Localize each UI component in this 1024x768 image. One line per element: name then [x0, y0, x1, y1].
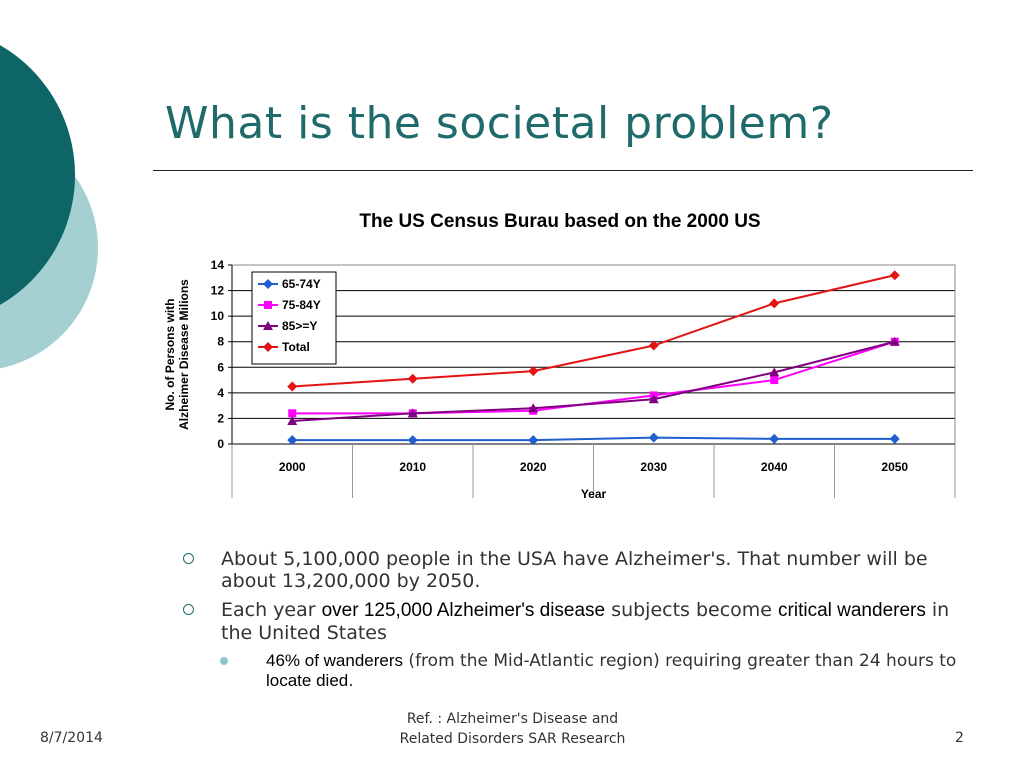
- legend-item: 65-74Y: [258, 277, 321, 291]
- legend-marker: [264, 301, 272, 309]
- filled-circle-bullet-icon: [220, 657, 228, 665]
- series-75-84y: [288, 337, 899, 418]
- bullet-text: in the United States: [221, 599, 950, 644]
- bullet-list: About 5,100,000 people in the USA have A…: [183, 548, 963, 698]
- page-number: 2: [955, 730, 964, 746]
- data-point: [288, 409, 297, 418]
- bullet-item: Each year over 125,000 Alzheimer's disea…: [183, 599, 963, 644]
- footer-reference: Ref. : Alzheimer's Disease and Related D…: [330, 709, 695, 749]
- bullet-text: (from the Mid-Atlantic region) requiring…: [403, 651, 957, 671]
- decorative-circles: [0, 45, 98, 369]
- series-line: [292, 340, 896, 415]
- data-point: [407, 373, 418, 384]
- y-tick-label: 2: [217, 411, 224, 425]
- legend-marker: [263, 279, 273, 289]
- legend-marker: [263, 342, 273, 352]
- y-tick-label: 14: [211, 258, 225, 272]
- series-line: [292, 340, 895, 422]
- y-tick-label: 12: [211, 284, 225, 298]
- y-tick-label: 10: [211, 309, 225, 323]
- bullet-text: subjects become: [605, 599, 779, 621]
- hollow-circle-bullet-icon: [183, 553, 194, 564]
- dark-teal-circle: [0, 45, 75, 305]
- bullet-text: .: [348, 671, 354, 691]
- series-line: [292, 274, 895, 388]
- legend-label: Total: [282, 340, 310, 354]
- x-tick-label: 2040: [761, 460, 788, 474]
- legend-marker: [263, 321, 273, 330]
- y-tick-label: 4: [217, 386, 224, 400]
- footer-date: 8/7/2014: [40, 730, 103, 746]
- x-axis-label: Year: [581, 487, 607, 501]
- data-point: [407, 435, 418, 446]
- series-line: [292, 436, 895, 442]
- data-point: [528, 435, 539, 446]
- y-tick-label: 6: [217, 360, 224, 374]
- data-point: [287, 435, 298, 446]
- bullet-text: Each year: [221, 599, 322, 621]
- highlight-text: 46% of wanderers: [266, 651, 404, 670]
- data-point: [287, 415, 298, 425]
- data-point: [769, 433, 780, 444]
- title-divider: [153, 170, 973, 171]
- reference-line: Ref. : Alzheimer's Disease and: [406, 711, 619, 727]
- x-tick-label: 2050: [881, 460, 908, 474]
- data-point: [648, 432, 659, 443]
- x-tick-label: 2020: [520, 460, 547, 474]
- data-point: [769, 367, 780, 377]
- y-axis-label-line-1: No. of Persons with: [163, 298, 177, 410]
- y-tick-label: 0: [217, 437, 224, 451]
- highlight-text: critical wanderers: [778, 600, 926, 621]
- highlight-text: over 125,000 Alzheimer's disease: [321, 600, 606, 621]
- bullet-item: About 5,100,000 people in the USA have A…: [183, 548, 963, 592]
- data-point: [769, 298, 780, 309]
- chart-title: The US Census Burau based on the 2000 US: [359, 211, 760, 232]
- hollow-circle-bullet-icon: [183, 604, 194, 615]
- x-tick-label: 2010: [399, 460, 426, 474]
- series-total: [287, 270, 900, 392]
- reference-line: Related Disorders SAR Research: [399, 731, 626, 747]
- highlight-text: locate died: [266, 671, 349, 690]
- data-point: [528, 403, 539, 413]
- data-point: [287, 381, 298, 392]
- y-tick-label: 8: [217, 335, 224, 349]
- legend-label: 75-84Y: [282, 298, 321, 312]
- data-point: [889, 336, 900, 346]
- series-85-y: [287, 336, 900, 425]
- x-tick-label: 2000: [279, 460, 306, 474]
- data-point: [648, 340, 659, 351]
- data-point: [770, 376, 779, 385]
- bullet-text: About 5,100,000 people in the USA have A…: [221, 548, 928, 592]
- data-point: [648, 394, 659, 404]
- sub-bullet-item: 46% of wanderers (from the Mid-Atlantic …: [220, 651, 963, 691]
- x-axis: 2000 2010 2020 2030 2040 2050: [231, 443, 956, 498]
- legend-item: 75-84Y: [258, 298, 321, 312]
- y-axis: 0 2 4 6 8 10 12 14: [211, 258, 233, 451]
- chart-series: [287, 270, 900, 446]
- legend-item: Total: [258, 340, 310, 354]
- data-point: [407, 408, 418, 418]
- data-point: [528, 366, 539, 377]
- data-point: [889, 433, 900, 444]
- alzheimer-projection-chart: The US Census Burau based on the 2000 US…: [163, 211, 956, 501]
- legend-item: 85>=Y: [258, 319, 317, 333]
- data-point: [889, 270, 900, 281]
- legend-label: 85>=Y: [282, 319, 317, 333]
- legend-label: 65-74Y: [282, 277, 321, 291]
- series-65-74y: [287, 432, 900, 446]
- slide-title: What is the societal problem?: [165, 98, 834, 149]
- y-axis-label-line-2: Alzheimer Disease Milions: [177, 279, 191, 430]
- chart-legend: 65-74Y 75-84Y 85>=Y Total: [251, 271, 337, 365]
- x-tick-label: 2030: [640, 460, 667, 474]
